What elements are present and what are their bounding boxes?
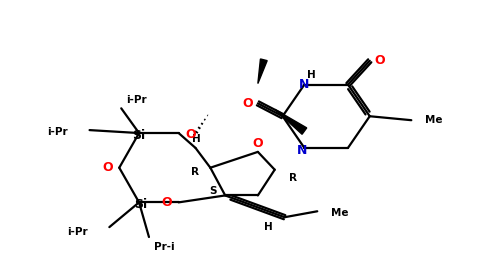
Text: H: H: [306, 70, 315, 80]
Text: O: O: [185, 128, 196, 141]
Text: R: R: [190, 167, 198, 177]
Text: O: O: [161, 196, 172, 209]
Text: R: R: [288, 173, 296, 183]
Polygon shape: [257, 59, 266, 84]
Text: i-Pr: i-Pr: [126, 95, 146, 105]
Text: O: O: [373, 54, 384, 67]
Text: N: N: [299, 78, 309, 91]
Text: H: H: [192, 134, 201, 144]
Text: Si: Si: [132, 129, 145, 141]
Text: N: N: [297, 145, 307, 157]
Text: H: H: [264, 222, 273, 232]
Text: Pr-i: Pr-i: [154, 242, 174, 252]
Text: Si: Si: [134, 198, 147, 211]
Text: Me: Me: [424, 115, 442, 125]
Text: O: O: [242, 97, 253, 110]
Text: O: O: [252, 138, 263, 150]
Text: O: O: [102, 161, 112, 174]
Text: Me: Me: [330, 208, 348, 218]
Text: i-Pr: i-Pr: [47, 127, 68, 137]
Polygon shape: [274, 109, 306, 134]
Text: i-Pr: i-Pr: [67, 227, 87, 237]
Text: S: S: [209, 186, 217, 196]
